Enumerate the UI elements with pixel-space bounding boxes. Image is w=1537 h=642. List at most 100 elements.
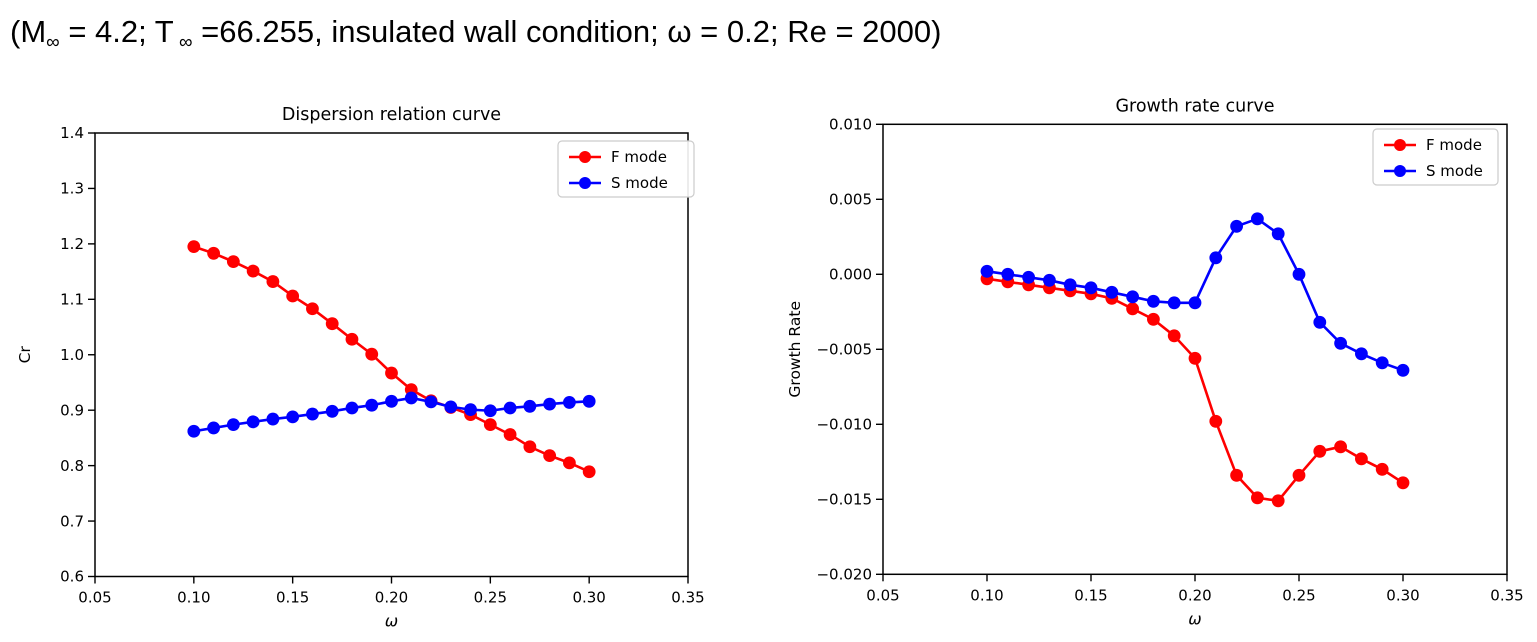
data-point-f-mode [207, 246, 221, 260]
x-axis-label: ω [1188, 609, 1201, 628]
data-point-f-mode [1271, 494, 1285, 508]
data-point-s-mode [1147, 294, 1160, 308]
data-point-f-mode [266, 275, 280, 288]
data-point-s-mode [1209, 251, 1223, 265]
x-tick-label: 0.10 [970, 586, 1003, 604]
data-point-s-mode [306, 407, 319, 421]
data-point-s-mode [483, 404, 497, 418]
data-point-s-mode [246, 415, 260, 429]
legend-marker [579, 151, 591, 163]
data-point-f-mode [483, 418, 497, 432]
data-point-s-mode [1230, 219, 1243, 233]
legend-marker [1394, 165, 1406, 177]
data-point-s-mode [226, 418, 240, 432]
y-tick-label: −0.005 [816, 341, 872, 359]
y-tick-label: 0.000 [829, 266, 872, 284]
data-point-f-mode [1167, 329, 1181, 343]
data-point-s-mode [980, 264, 994, 278]
x-tick-label: 0.35 [671, 589, 704, 607]
axes-box [882, 123, 1508, 576]
axes-box [94, 132, 689, 578]
data-point-f-mode [325, 317, 339, 331]
data-point-s-mode [404, 391, 418, 405]
data-point-f-mode [1355, 452, 1368, 466]
x-tick-label: 0.15 [1074, 586, 1107, 604]
data-point-f-mode [246, 264, 260, 278]
data-point-f-mode [563, 456, 576, 470]
data-point-s-mode [385, 394, 398, 408]
data-point-s-mode [1084, 281, 1098, 295]
y-tick-label: 0.005 [829, 191, 872, 209]
x-tick-label: 0.20 [375, 589, 408, 607]
chart-title: Growth rate curve [1115, 96, 1274, 116]
series-line-f-mode [192, 245, 591, 474]
x-tick-label: 0.05 [866, 586, 899, 604]
data-point-s-mode [563, 396, 576, 409]
data-point-s-mode [1167, 296, 1181, 310]
data-point-f-mode [1251, 491, 1264, 505]
y-tick-label: 0.010 [829, 116, 872, 134]
data-point-f-mode [306, 302, 319, 316]
figure-title-segment: = 4.2; T [59, 14, 174, 49]
y-tick-label: −0.015 [816, 491, 872, 509]
data-point-f-mode [523, 440, 537, 454]
data-point-s-mode [1022, 270, 1035, 284]
data-point-s-mode [424, 395, 438, 409]
data-point-s-mode [1355, 347, 1368, 361]
x-tick-label: 0.25 [1282, 586, 1315, 604]
data-point-s-mode [1292, 267, 1306, 281]
data-point-s-mode [266, 412, 280, 426]
data-point-f-mode [1126, 302, 1139, 316]
data-point-f-mode [365, 347, 379, 361]
legend-label: F mode [611, 148, 667, 166]
data-point-f-mode [1292, 468, 1306, 482]
x-tick-label: 0.15 [276, 589, 309, 607]
data-point-s-mode [444, 400, 458, 414]
data-point-f-mode [1375, 462, 1389, 476]
y-axis-label: Growth Rate [786, 301, 804, 398]
data-point-s-mode [464, 403, 477, 417]
x-axis-label: ω [385, 612, 398, 631]
legend-label: F mode [1426, 136, 1482, 154]
data-point-s-mode [1188, 296, 1202, 310]
data-point-f-mode [1230, 468, 1243, 482]
data-point-f-mode [1396, 476, 1410, 490]
chart-title: Dispersion relation curve [282, 105, 501, 125]
data-point-s-mode [523, 399, 537, 413]
data-point-f-mode [1209, 414, 1223, 428]
y-axis-label: Cr [16, 346, 34, 364]
figure-title: (M∞ = 4.2; T ∞ =66.255, insulated wall c… [10, 14, 941, 54]
y-tick-label: 1.2 [60, 235, 84, 253]
data-point-f-mode [286, 289, 300, 303]
figure-title-segment: ∞ [46, 32, 60, 53]
y-tick-label: 0.6 [60, 568, 84, 586]
data-point-s-mode [365, 398, 379, 412]
data-point-f-mode [582, 465, 596, 479]
y-tick-label: 1.3 [60, 180, 84, 198]
y-tick-label: 1.1 [60, 291, 84, 309]
y-tick-label: 0.9 [60, 401, 84, 419]
data-point-f-mode [385, 366, 398, 380]
x-tick-label: 0.20 [1178, 586, 1211, 604]
data-point-s-mode [1105, 285, 1119, 299]
data-point-s-mode [1001, 267, 1015, 281]
data-point-f-mode [1313, 444, 1327, 458]
x-tick-label: 0.35 [1490, 586, 1523, 604]
data-point-s-mode [543, 397, 557, 411]
data-point-f-mode [543, 449, 557, 463]
data-point-f-mode [1147, 312, 1160, 326]
y-tick-label: 0.8 [60, 457, 84, 475]
data-point-s-mode [1313, 315, 1327, 329]
data-point-s-mode [1396, 363, 1410, 377]
data-point-s-mode [286, 410, 300, 424]
data-point-f-mode [1188, 351, 1202, 365]
legend-marker [1394, 139, 1406, 151]
data-point-s-mode [1334, 336, 1347, 350]
x-tick-label: 0.25 [474, 589, 507, 607]
y-tick-label: 0.7 [60, 512, 84, 530]
y-tick-label: −0.020 [816, 566, 872, 584]
data-point-s-mode [503, 401, 517, 415]
figure-title-segment: =66.255, insulated wall condition; ω = 0… [192, 14, 942, 49]
legend-marker [579, 177, 591, 189]
